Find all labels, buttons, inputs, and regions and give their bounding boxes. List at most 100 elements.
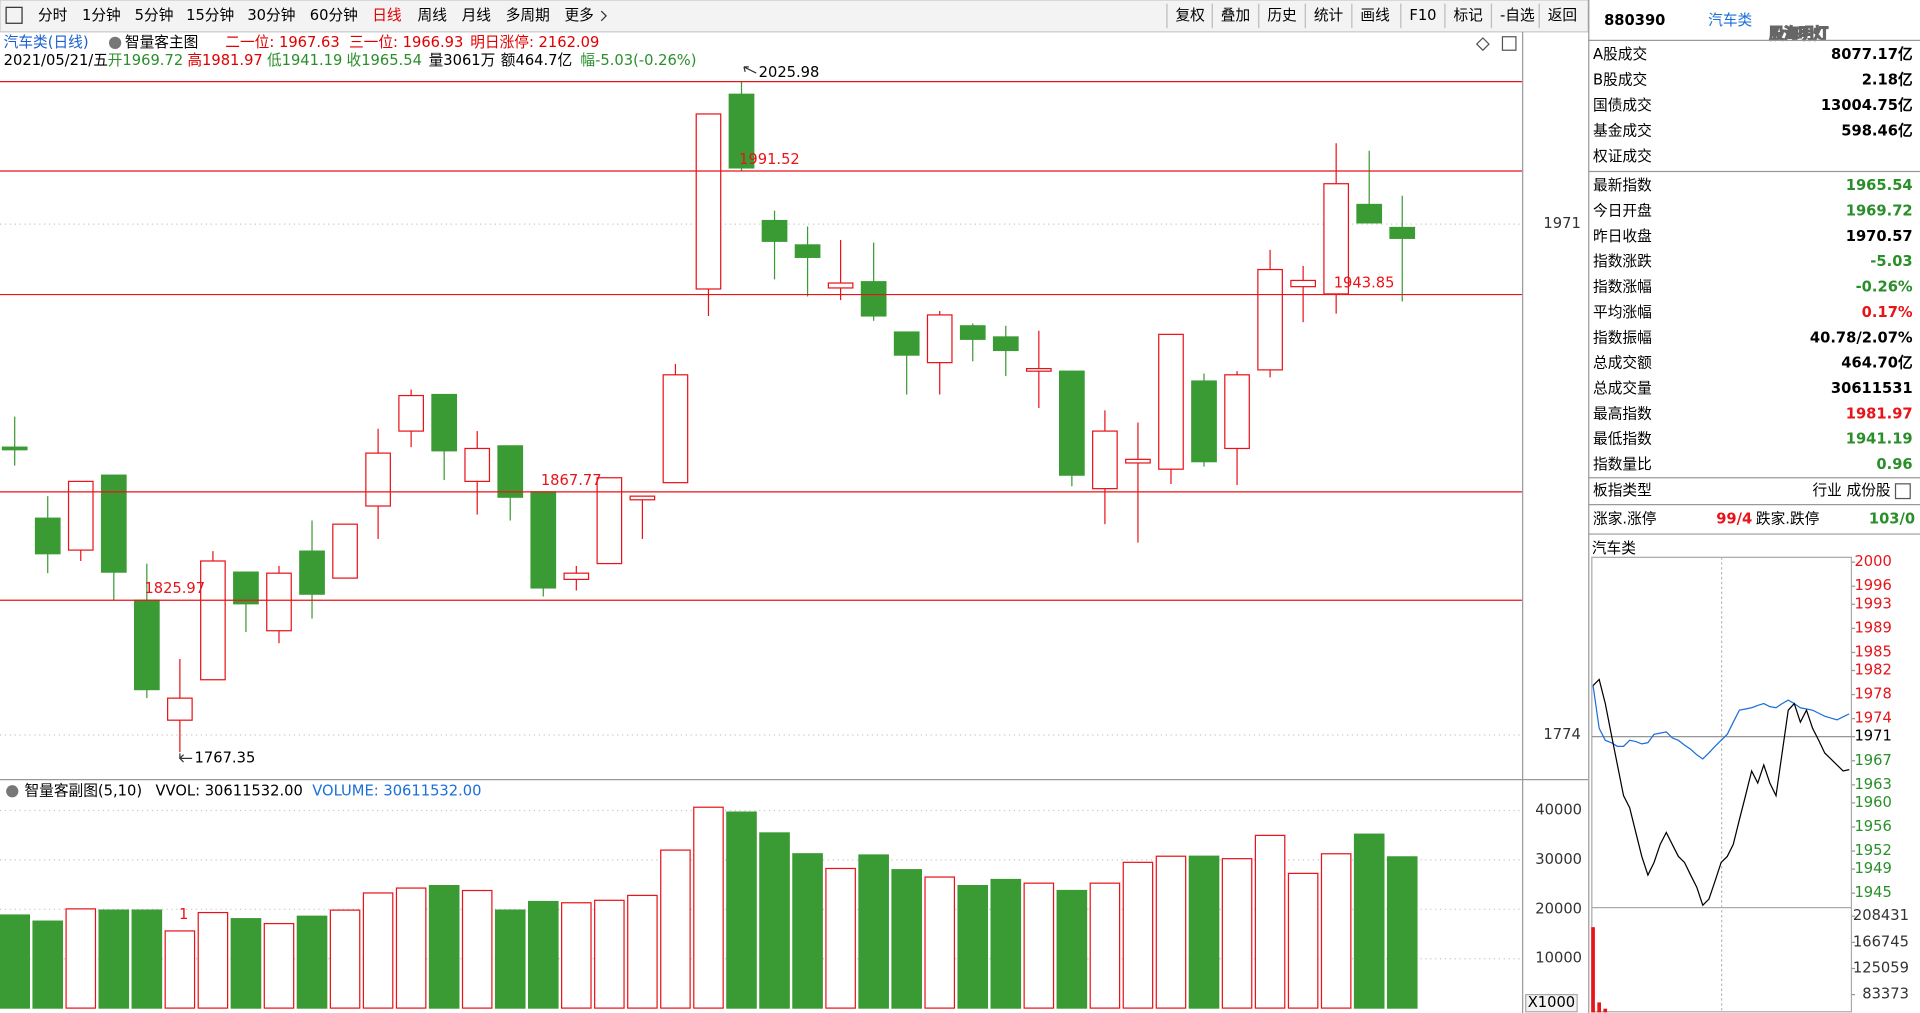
toolbar-button[interactable]: -自选 bbox=[1500, 7, 1535, 24]
toolbar-tab[interactable]: 30分钟 bbox=[247, 7, 295, 24]
level-label: 1991.52 bbox=[739, 151, 800, 168]
toolbar-tab[interactable]: 5分钟 bbox=[135, 7, 174, 24]
y-tick-label: 208431 bbox=[1853, 907, 1909, 924]
volume-bar bbox=[594, 899, 625, 1009]
window-icon[interactable] bbox=[1501, 36, 1517, 51]
expand-icon[interactable] bbox=[1894, 483, 1911, 500]
volume-bar bbox=[660, 849, 691, 1009]
toolbar-button[interactable]: F10 bbox=[1409, 7, 1436, 24]
indicator-icon[interactable] bbox=[6, 785, 19, 798]
min-arrow bbox=[179, 753, 193, 763]
candle-body bbox=[34, 517, 61, 555]
candle-body bbox=[992, 336, 1019, 352]
volume-bar bbox=[759, 832, 790, 1009]
toolbar bbox=[0, 0, 1589, 33]
header-text: 汽车类(日线) bbox=[4, 34, 89, 51]
info-value: 8077.17亿 bbox=[1831, 45, 1913, 63]
candle-body bbox=[563, 572, 590, 581]
candle-body bbox=[596, 477, 623, 565]
indicator-icon[interactable] bbox=[108, 36, 122, 49]
candle-body bbox=[1257, 268, 1283, 371]
candle-body bbox=[67, 480, 94, 551]
info-label: 国债成交 bbox=[1593, 96, 1652, 114]
volume-bar bbox=[1056, 889, 1088, 1009]
toolbar-tab[interactable]: 1分钟 bbox=[82, 7, 121, 24]
toolbar-icon[interactable] bbox=[5, 6, 23, 24]
toolbar-button[interactable]: 标记 bbox=[1453, 7, 1483, 24]
info-label: 昨日收盘 bbox=[1593, 227, 1652, 245]
candle-body bbox=[728, 93, 755, 169]
level-label: 1825.97 bbox=[144, 580, 205, 597]
header-text: 二一位: 1967.63 bbox=[225, 34, 339, 51]
index-code: 880390 bbox=[1604, 12, 1665, 29]
y-tick-label: 1963 bbox=[1854, 776, 1891, 793]
volume-bar bbox=[1155, 855, 1187, 1009]
toolbar-tab[interactable]: 周线 bbox=[418, 7, 448, 24]
candle-body bbox=[893, 331, 920, 356]
toolbar-tab[interactable]: 更多 bbox=[564, 7, 593, 24]
toolbar-tab[interactable]: 多周期 bbox=[506, 7, 550, 24]
info-value: 0.17% bbox=[1862, 304, 1913, 321]
candle-body bbox=[1125, 458, 1151, 464]
header-text: 量3061万 bbox=[429, 52, 496, 69]
toolbar-tab[interactable]: 月线 bbox=[462, 7, 492, 24]
candle-body bbox=[1, 446, 28, 451]
volume-bar bbox=[1320, 853, 1352, 1009]
y-tick-label: 1989 bbox=[1854, 619, 1891, 636]
header-text: 智量客主图 bbox=[125, 33, 198, 51]
info-label: 指数量比 bbox=[1593, 456, 1652, 473]
toolbar-button[interactable]: 叠加 bbox=[1221, 7, 1250, 24]
candle-body bbox=[794, 244, 821, 258]
index-name: 汽车类 bbox=[1708, 12, 1752, 29]
candle-body bbox=[200, 560, 226, 681]
header-text: 高1981.97 bbox=[187, 52, 262, 69]
volume-bar bbox=[858, 854, 889, 1009]
pane-title: 智量客副图(5,10) bbox=[24, 781, 142, 799]
toolbar-tab[interactable]: 60分钟 bbox=[310, 7, 358, 24]
candle-body bbox=[959, 325, 986, 340]
legend-item: VVOL: 30611532.00 bbox=[156, 782, 303, 799]
volume-bar bbox=[197, 911, 229, 1009]
toolbar-tab[interactable]: 日线 bbox=[372, 7, 402, 24]
y-tick-label: 1971 bbox=[1854, 728, 1891, 745]
volume-bar bbox=[0, 914, 30, 1009]
info-label: 板指类型 bbox=[1593, 481, 1652, 499]
toolbar-button[interactable]: 历史 bbox=[1267, 7, 1297, 24]
info-label: B股成交 bbox=[1593, 71, 1647, 89]
header-text: 明日涨停: 2162.09 bbox=[470, 34, 599, 51]
y-tick-label: 40000 bbox=[1535, 801, 1582, 818]
volume-bar bbox=[296, 915, 328, 1009]
toolbar-button[interactable]: 画线 bbox=[1360, 7, 1390, 24]
volume-marker: 1 bbox=[179, 906, 188, 923]
y-tick-label: 1982 bbox=[1854, 661, 1891, 678]
volume-bar bbox=[428, 885, 460, 1009]
toolbar-button[interactable]: 复权 bbox=[1176, 6, 1206, 24]
diamond-icon[interactable] bbox=[1475, 37, 1490, 52]
y-tick-label: 10000 bbox=[1535, 950, 1582, 967]
toolbar-tab[interactable]: 15分钟 bbox=[186, 7, 234, 24]
volume-bar bbox=[362, 892, 394, 1009]
y-tick-label: 1945 bbox=[1854, 884, 1891, 901]
info-label: 最高指数 bbox=[1593, 405, 1652, 422]
y-tick-label: 1949 bbox=[1854, 860, 1891, 877]
candle-body bbox=[860, 281, 887, 317]
candle-body bbox=[1290, 279, 1316, 288]
toolbar-tab[interactable]: 分时 bbox=[38, 7, 68, 24]
volume-bar bbox=[1603, 1008, 1608, 1013]
y-tick-label: 1993 bbox=[1854, 595, 1891, 612]
toolbar-button[interactable]: 返回 bbox=[1548, 7, 1577, 24]
level-label: 1943.85 bbox=[1334, 275, 1395, 292]
info-value: 1970.57 bbox=[1846, 228, 1913, 245]
candle-body bbox=[266, 572, 292, 632]
y-tick-label: 1978 bbox=[1854, 686, 1891, 703]
toolbar-button[interactable]: 统计 bbox=[1314, 7, 1344, 24]
candle-body bbox=[1191, 380, 1217, 463]
volume-bar bbox=[230, 918, 262, 1009]
header-text: 2021/05/21/五 bbox=[4, 52, 108, 69]
price-line bbox=[1592, 678, 1850, 907]
candle-body bbox=[365, 452, 391, 507]
volume-bar bbox=[65, 908, 97, 1009]
info-label: 指数涨幅 bbox=[1593, 279, 1652, 296]
volume-bar bbox=[32, 920, 64, 1009]
